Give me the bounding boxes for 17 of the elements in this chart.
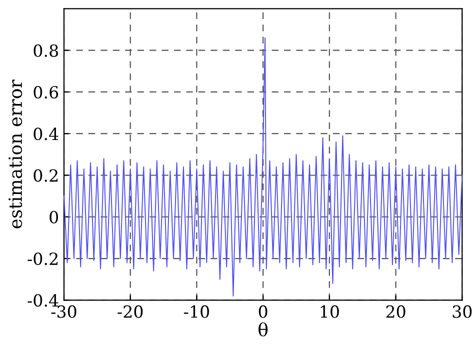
y-tick-label: 0.4 (34, 128, 58, 140)
x-tick-label: 20 (386, 305, 406, 318)
y-tick-label: 0.2 (34, 169, 58, 182)
y-tick-label: -0.4 (28, 294, 58, 307)
y-tick-label: 0 (50, 210, 58, 224)
y-tick-label: -0.2 (28, 252, 58, 266)
x-tick-label: -30 (51, 305, 76, 318)
y-axis-title: estimation error (8, 80, 22, 228)
x-tick-label: -10 (184, 305, 210, 318)
x-tick-label: 10 (320, 305, 339, 318)
y-tick-label: 0.8 (34, 44, 58, 57)
line-series (64, 37, 463, 296)
x-tick-label: -20 (118, 305, 143, 318)
y-tick-label: 0.6 (34, 86, 58, 99)
x-tick-label: 30 (452, 305, 472, 318)
x-tick-label: 0 (258, 305, 268, 318)
x-axis-title: θ (258, 322, 268, 336)
